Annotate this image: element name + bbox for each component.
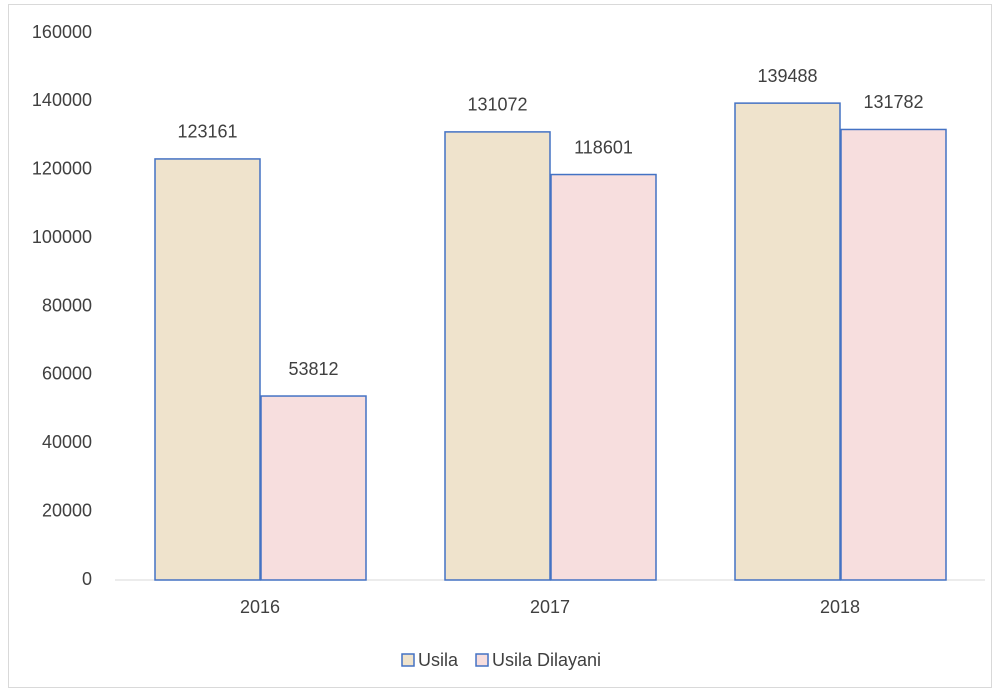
bar [261, 396, 366, 580]
data-label: 53812 [288, 359, 338, 379]
legend-label: Usila Dilayani [492, 650, 601, 670]
y-tick-label: 0 [82, 569, 92, 589]
bar [155, 159, 260, 580]
data-label: 123161 [177, 122, 237, 142]
y-tick-label: 60000 [42, 364, 92, 384]
legend-swatch [476, 654, 488, 666]
y-tick-label: 140000 [32, 90, 92, 110]
x-tick-label: 2017 [530, 597, 570, 617]
chart: 0 20000 40000 60000 80000 100000 120000 140000 1… [0, 0, 996, 692]
legend-swatch [402, 654, 414, 666]
data-label: 131782 [863, 92, 923, 112]
bar [445, 132, 550, 580]
bar [551, 175, 656, 580]
bar [841, 129, 946, 580]
data-label: 139488 [757, 66, 817, 86]
y-tick-label: 80000 [42, 295, 92, 315]
data-label: 131072 [467, 95, 527, 115]
y-tick-label: 120000 [32, 159, 92, 179]
bar [735, 103, 840, 580]
legend-label: Usila [418, 650, 459, 670]
y-tick-label: 160000 [32, 22, 92, 42]
y-tick-label: 40000 [42, 432, 92, 452]
x-tick-label: 2018 [820, 597, 860, 617]
y-tick-label: 20000 [42, 500, 92, 520]
x-tick-label: 2016 [240, 597, 280, 617]
data-label: 118601 [574, 137, 633, 157]
y-tick-label: 100000 [32, 227, 92, 247]
